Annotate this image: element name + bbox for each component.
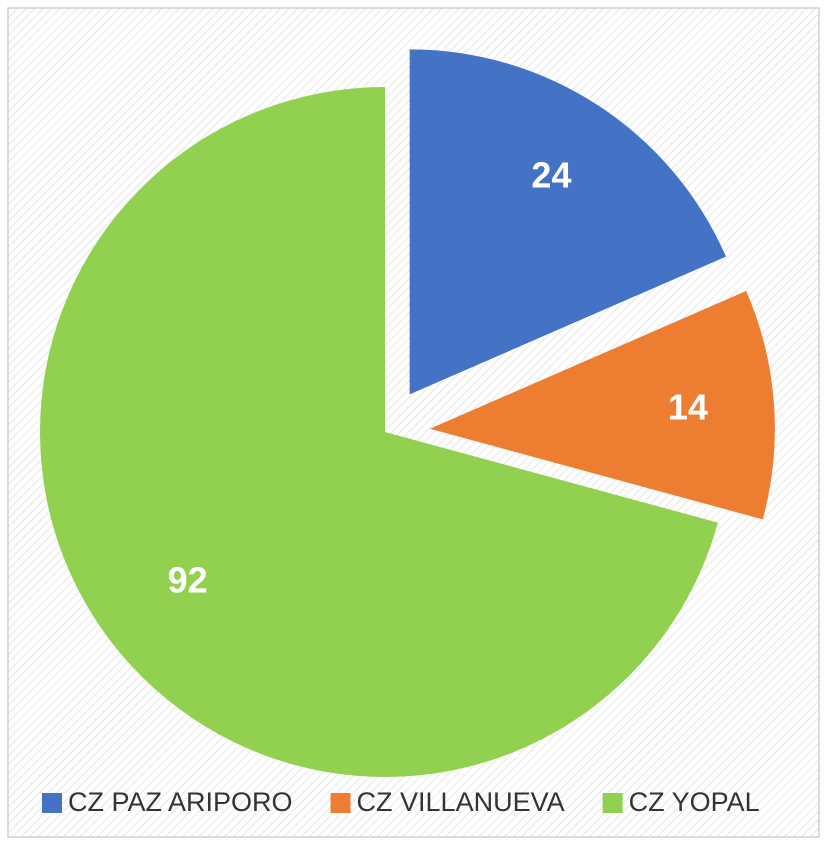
legend-swatch [330,793,351,813]
pie-slice [39,87,718,777]
data-label: 14 [668,387,708,428]
data-label: 24 [531,154,571,195]
legend-label: CZ VILLANUEVA [357,787,565,817]
legend-swatch [602,793,623,813]
pie-slice [409,49,726,395]
data-labels: 24 14 92 [168,154,708,600]
legend-swatch [42,793,62,813]
pie [39,49,775,777]
pie-slice [429,290,775,520]
legend-label: CZ YOPAL [629,787,760,817]
legend: CZ PAZ ARIPORO CZ VILLANUEVA CZ YOPAL [42,787,760,817]
legend-label: CZ PAZ ARIPORO [68,787,293,817]
data-label: 92 [168,559,208,600]
